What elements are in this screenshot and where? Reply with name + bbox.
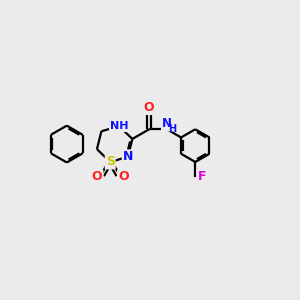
Text: H: H [168, 124, 176, 134]
Text: O: O [118, 170, 129, 183]
Text: O: O [144, 101, 154, 114]
Text: O: O [92, 170, 103, 183]
Text: N: N [123, 150, 133, 163]
Text: NH: NH [110, 121, 128, 131]
Text: N: N [162, 117, 172, 130]
Text: F: F [197, 170, 206, 183]
Text: S: S [106, 155, 115, 168]
